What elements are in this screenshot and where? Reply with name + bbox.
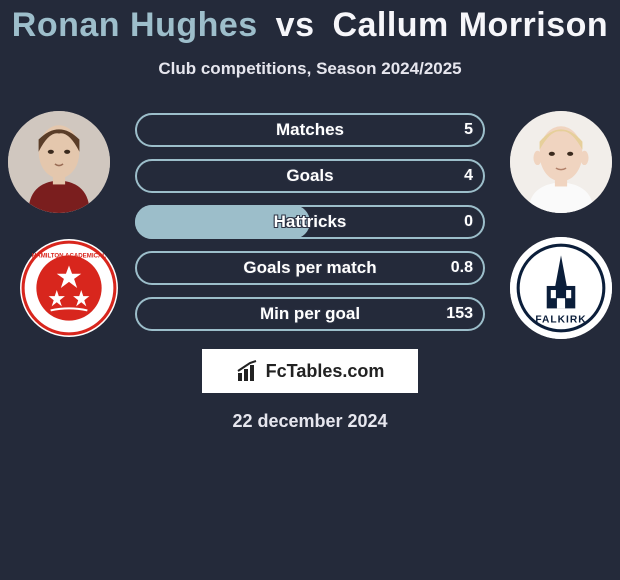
player1-avatar [8, 111, 110, 213]
stat-row: Hattricks 0 [135, 205, 485, 239]
stat-row: Min per goal 153 [135, 297, 485, 331]
vs-text: vs [276, 6, 315, 44]
player1-name: Ronan Hughes [12, 6, 258, 44]
stat-label: Goals [286, 166, 333, 186]
infographic-date: 22 december 2024 [0, 411, 620, 432]
brand-text: FcTables.com [266, 361, 385, 382]
svg-text:HAMILTON ACADEMICAL: HAMILTON ACADEMICAL [32, 252, 106, 259]
svg-text:FALKIRK: FALKIRK [535, 315, 586, 326]
player2-avatar [510, 111, 612, 213]
player1-club-badge: HAMILTON ACADEMICAL [18, 237, 120, 339]
stat-row: Matches 5 [135, 113, 485, 147]
stat-value-right: 4 [464, 167, 473, 185]
brand-suffix: Tables.com [287, 361, 385, 381]
brand-prefix: Fc [266, 361, 287, 381]
stat-value-right: 0 [464, 213, 473, 231]
player2-club-badge: FALKIRK [510, 237, 612, 339]
stat-value-right: 5 [464, 121, 473, 139]
brand-badge: FcTables.com [202, 349, 418, 393]
chart-icon [236, 359, 260, 383]
stat-label: Hattricks [274, 212, 347, 232]
stat-label: Min per goal [260, 304, 360, 324]
stats-bars: Matches 5 Goals 4 Hattricks 0 Goals per match 0… [135, 111, 485, 331]
stat-row: Goals 4 [135, 159, 485, 193]
comparison-title: Ronan Hughes vs Callum Morrison [0, 0, 620, 45]
stat-value-right: 153 [446, 305, 473, 323]
competition-subtitle: Club competitions, Season 2024/2025 [0, 59, 620, 79]
stat-value-right: 0.8 [451, 259, 473, 277]
stat-row: Goals per match 0.8 [135, 251, 485, 285]
player2-name: Callum Morrison [332, 6, 608, 44]
stat-label: Matches [276, 120, 344, 140]
comparison-content: HAMILTON ACADEMICAL FALKIRK Matches 5 Goal… [0, 111, 620, 331]
stat-label: Goals per match [243, 258, 376, 278]
